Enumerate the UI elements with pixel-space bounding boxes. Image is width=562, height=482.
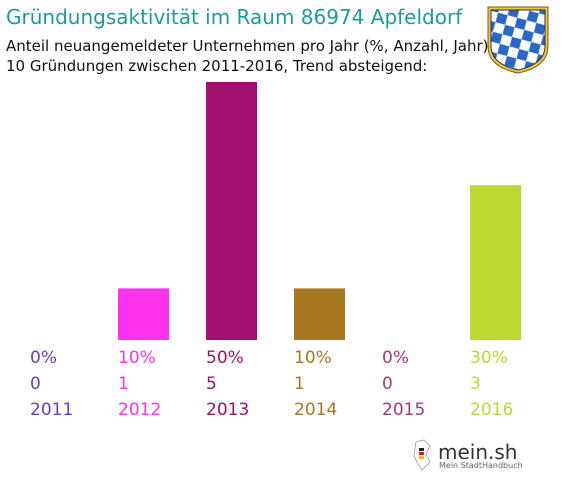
bar-2012 [118,288,169,340]
year-label-2011: 2011 [30,400,73,420]
percent-label-2012: 10% [118,348,156,368]
bar-2013 [206,82,257,340]
percent-label-2013: 50% [206,348,244,368]
bavaria-crest-icon [487,6,549,74]
year-label-2013: 2013 [206,400,249,420]
mein-sh-tagline: Mein StadtHandbuch [439,461,523,470]
bar-2014 [294,288,345,340]
mein-sh-logo [413,439,431,471]
chart-title: Gründungsaktivität im Raum 86974 Apfeldo… [6,5,463,29]
count-label-2012: 1 [118,374,129,394]
count-label-2011: 0 [30,374,41,394]
percent-label-2014: 10% [294,348,332,368]
percent-label-2011: 0% [30,348,57,368]
year-label-2012: 2012 [118,400,161,420]
count-label-2013: 5 [206,374,217,394]
chart-subtitle-line2: 10 Gründungen zwischen 2011-2016, Trend … [6,57,428,75]
year-label-2015: 2015 [382,400,425,420]
count-label-2015: 0 [382,374,393,394]
year-label-2016: 2016 [470,400,513,420]
count-label-2016: 3 [470,374,481,394]
year-label-2014: 2014 [294,400,337,420]
percent-label-2015: 0% [382,348,409,368]
chart-subtitle-line1: Anteil neuangemeldeter Unternehmen pro J… [6,37,489,55]
percent-label-2016: 30% [470,348,508,368]
mein-sh-logo-text: mein.sh [438,440,518,464]
count-label-2014: 1 [294,374,305,394]
bar-2016 [470,185,521,340]
